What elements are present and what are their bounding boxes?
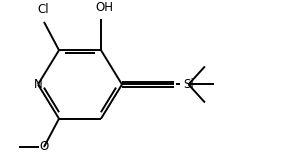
Text: O: O <box>39 141 49 154</box>
Text: Cl: Cl <box>37 3 49 16</box>
Text: N: N <box>34 78 42 91</box>
Text: Si: Si <box>183 78 194 91</box>
Text: OH: OH <box>95 1 113 14</box>
